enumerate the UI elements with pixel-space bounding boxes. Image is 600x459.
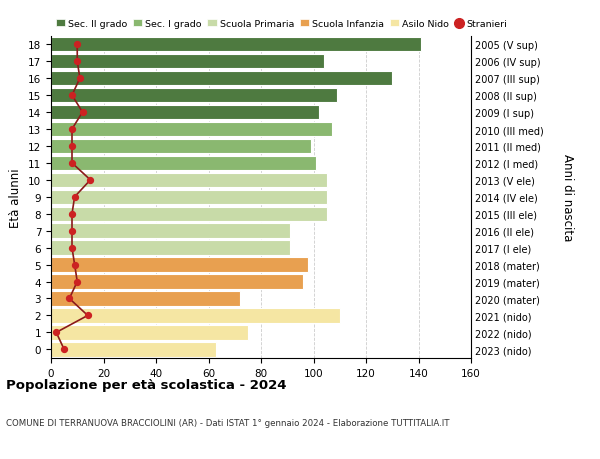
Legend: Sec. II grado, Sec. I grado, Scuola Primaria, Scuola Infanzia, Asilo Nido, Stran: Sec. II grado, Sec. I grado, Scuola Prim… — [56, 20, 508, 29]
Bar — [51, 308, 340, 323]
Bar — [51, 106, 319, 120]
Point — [59, 346, 69, 353]
Bar — [51, 224, 290, 238]
Bar — [51, 72, 392, 86]
Bar — [51, 89, 337, 103]
Y-axis label: Anni di nascita: Anni di nascita — [560, 154, 574, 241]
Bar — [51, 123, 332, 137]
Bar — [51, 325, 248, 340]
Point — [73, 58, 82, 66]
Bar — [51, 55, 324, 69]
Bar — [51, 291, 240, 306]
Y-axis label: Età alunni: Età alunni — [10, 168, 22, 227]
Point — [67, 211, 77, 218]
Bar — [51, 241, 290, 255]
Point — [65, 295, 74, 302]
Point — [67, 228, 77, 235]
Bar — [51, 157, 316, 171]
Point — [75, 75, 85, 83]
Bar — [51, 38, 421, 52]
Bar — [51, 275, 303, 289]
Point — [86, 177, 95, 184]
Point — [67, 143, 77, 150]
Bar — [51, 140, 311, 154]
Point — [73, 278, 82, 285]
Point — [67, 160, 77, 167]
Bar — [51, 173, 326, 188]
Bar — [51, 258, 308, 272]
Point — [78, 109, 88, 117]
Text: COMUNE DI TERRANUOVA BRACCIOLINI (AR) - Dati ISTAT 1° gennaio 2024 - Elaborazion: COMUNE DI TERRANUOVA BRACCIOLINI (AR) - … — [6, 418, 449, 427]
Point — [83, 312, 92, 319]
Point — [67, 245, 77, 252]
Bar — [51, 207, 326, 222]
Point — [73, 41, 82, 49]
Point — [70, 261, 79, 269]
Text: Popolazione per età scolastica - 2024: Popolazione per età scolastica - 2024 — [6, 379, 287, 392]
Point — [52, 329, 61, 336]
Point — [67, 92, 77, 100]
Point — [70, 194, 79, 201]
Bar — [51, 190, 326, 205]
Point — [67, 126, 77, 134]
Bar — [51, 342, 217, 357]
